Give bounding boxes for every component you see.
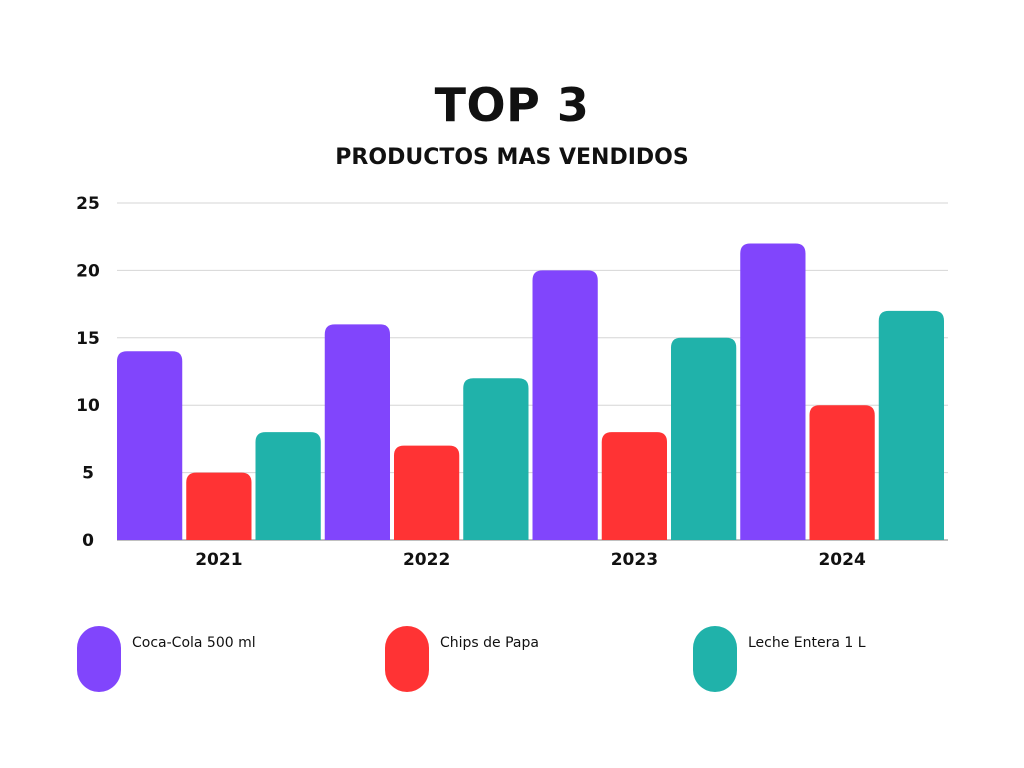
legend-label-coca-cola: Coca-Cola 500 ml — [132, 635, 256, 651]
bar-2023-series-2 — [671, 337, 737, 540]
bar-2024-series-2 — [878, 310, 944, 540]
chart-subtitle: PRODUCTOS MAS VENDIDOS — [335, 145, 689, 170]
legend-swatch-leche — [693, 626, 737, 692]
bar-2024-series-0 — [740, 243, 806, 540]
y-tick-label: 20 — [76, 261, 100, 281]
chart-title: TOP 3 — [434, 78, 590, 132]
x-tick-label-2022: 2022 — [403, 550, 450, 570]
x-tick-label-2023: 2023 — [611, 550, 658, 570]
bar-2021-series-1 — [186, 472, 252, 540]
bar-2023-series-0 — [532, 270, 598, 540]
y-tick-label: 0 — [82, 531, 94, 551]
bar-2021-series-0 — [117, 351, 183, 540]
legend-swatch-coca-cola — [77, 626, 121, 692]
legend-swatch-chips — [385, 626, 429, 692]
y-tick-label: 5 — [82, 464, 94, 484]
y-tick-label: 15 — [76, 329, 100, 349]
legend-label-leche: Leche Entera 1 L — [748, 635, 866, 651]
legend-label-chips: Chips de Papa — [440, 635, 539, 651]
bar-2024-series-1 — [809, 405, 875, 540]
bar-2022-series-2 — [463, 378, 529, 540]
bar-2022-series-0 — [324, 324, 390, 540]
bar-2022-series-1 — [394, 445, 460, 540]
y-tick-label: 10 — [76, 396, 100, 416]
bar-2023-series-1 — [601, 432, 667, 540]
x-tick-label-2021: 2021 — [195, 550, 242, 570]
bar-2021-series-2 — [255, 432, 321, 540]
x-tick-label-2024: 2024 — [818, 550, 865, 570]
y-tick-label: 25 — [76, 194, 100, 214]
